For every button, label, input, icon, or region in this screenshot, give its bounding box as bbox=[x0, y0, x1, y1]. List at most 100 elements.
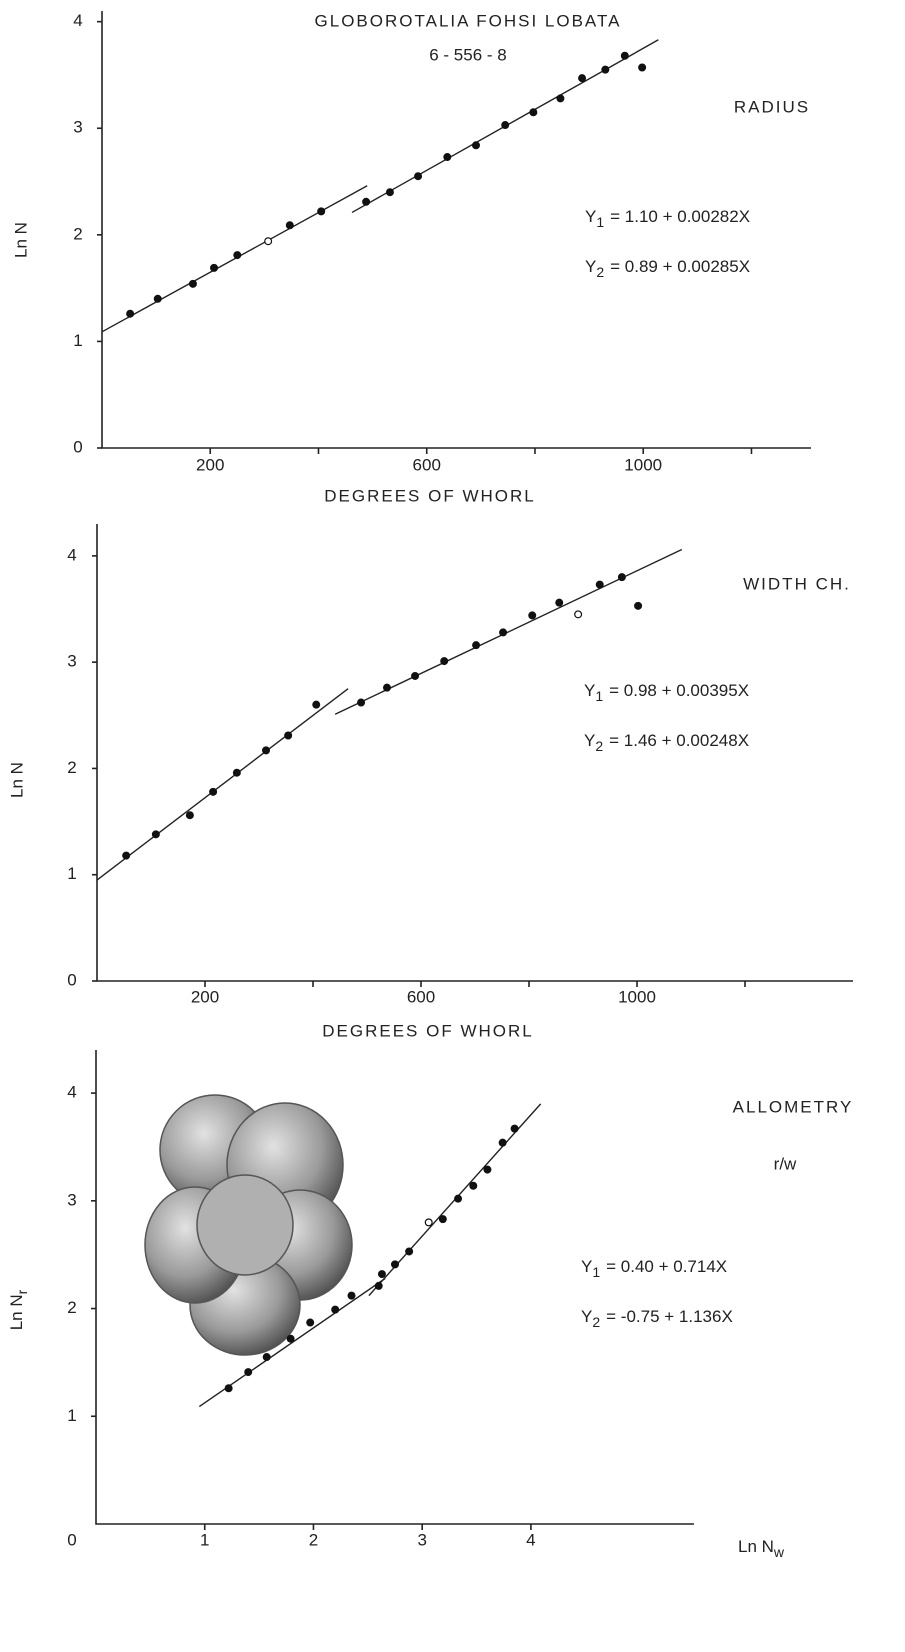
data-point bbox=[233, 251, 242, 260]
text-part: Y bbox=[584, 731, 595, 750]
x-tick-label: 2 bbox=[309, 1530, 318, 1549]
text-part: Ln N bbox=[738, 1537, 774, 1556]
text-part: Ln N bbox=[7, 1294, 26, 1330]
y-tick-label: 1 bbox=[67, 864, 76, 883]
y-tick-label: 0 bbox=[73, 437, 82, 456]
y-tick-label: 1 bbox=[73, 331, 82, 350]
panel-label: RADIUS bbox=[734, 97, 810, 116]
data-point bbox=[382, 683, 391, 692]
x-tick-label: 4 bbox=[526, 1530, 535, 1549]
data-point bbox=[499, 628, 508, 637]
data-point bbox=[574, 610, 583, 619]
data-point bbox=[262, 1353, 271, 1362]
equation: Y2 = 1.46 + 0.00248X bbox=[584, 731, 749, 753]
x-tick-label: 1000 bbox=[618, 987, 656, 1006]
data-point bbox=[209, 787, 218, 796]
data-point bbox=[438, 1215, 447, 1224]
data-point bbox=[122, 851, 131, 860]
data-point bbox=[555, 598, 564, 607]
x-tick-label: 1000 bbox=[624, 455, 662, 474]
data-point bbox=[285, 221, 294, 230]
data-point bbox=[391, 1260, 400, 1269]
subscript: 1 bbox=[592, 1264, 600, 1280]
fit-line bbox=[101, 185, 368, 333]
text-part: Y bbox=[585, 207, 596, 226]
subscript: 2 bbox=[592, 1314, 600, 1330]
data-point bbox=[634, 601, 643, 610]
data-point bbox=[151, 830, 160, 839]
data-point bbox=[224, 1384, 233, 1393]
data-point bbox=[405, 1247, 414, 1256]
text-part: = 0.89 + 0.00285X bbox=[610, 257, 750, 276]
y-axis-label: Ln N bbox=[7, 762, 26, 798]
y-tick-label: 3 bbox=[67, 1190, 76, 1209]
y-tick-label: 4 bbox=[73, 11, 82, 30]
data-point bbox=[264, 237, 273, 246]
y-tick-label: 1 bbox=[67, 1406, 76, 1425]
data-point bbox=[385, 188, 394, 197]
data-point bbox=[483, 1165, 492, 1174]
data-point bbox=[347, 1291, 356, 1300]
subscript: 2 bbox=[596, 264, 604, 280]
axes bbox=[101, 11, 811, 449]
text-part: = -0.75 + 1.136X bbox=[606, 1307, 733, 1326]
text-part: = 0.40 + 0.714X bbox=[606, 1257, 727, 1276]
data-point bbox=[331, 1305, 340, 1314]
x-tick-label: 600 bbox=[407, 987, 435, 1006]
panel-label: ALLOMETRY bbox=[733, 1097, 854, 1116]
fit-line bbox=[96, 688, 349, 881]
y-tick-label: 2 bbox=[73, 224, 82, 243]
data-point bbox=[469, 1181, 478, 1190]
subscript: w bbox=[773, 1544, 785, 1560]
y-tick-label: 2 bbox=[67, 758, 76, 777]
text-part: Y bbox=[581, 1257, 592, 1276]
data-point bbox=[556, 94, 565, 103]
equation: Y2 = -0.75 + 1.136X bbox=[581, 1307, 733, 1329]
data-point bbox=[472, 641, 481, 650]
subscript: 1 bbox=[595, 688, 603, 704]
y-tick-label: 0 bbox=[67, 970, 76, 989]
data-point bbox=[377, 1270, 386, 1279]
equation: Y1 = 0.98 + 0.00395X bbox=[584, 681, 749, 703]
data-point bbox=[498, 1138, 507, 1147]
data-point bbox=[510, 1124, 519, 1133]
data-point bbox=[443, 153, 452, 162]
text-part: = 0.98 + 0.00395X bbox=[609, 681, 749, 700]
x-tick-label: 3 bbox=[417, 1530, 426, 1549]
equation: Y1 = 1.10 + 0.00282X bbox=[585, 207, 750, 229]
text-part: Y bbox=[585, 257, 596, 276]
x-tick-label: 1 bbox=[200, 1530, 209, 1549]
y-tick-label: 4 bbox=[67, 1083, 76, 1102]
data-point bbox=[601, 65, 610, 74]
y-tick-label: 3 bbox=[67, 652, 76, 671]
data-point bbox=[411, 671, 420, 680]
equation: Y1 = 0.40 + 0.714X bbox=[581, 1257, 727, 1279]
data-point bbox=[620, 51, 629, 60]
data-point bbox=[357, 698, 366, 707]
subscript: 1 bbox=[596, 214, 604, 230]
data-point bbox=[617, 573, 626, 582]
chart-subtitle: r/w bbox=[774, 1154, 797, 1173]
data-point bbox=[153, 294, 162, 303]
x-tick-label: 200 bbox=[191, 987, 219, 1006]
data-point bbox=[185, 811, 194, 820]
y-tick-label: 2 bbox=[67, 1298, 76, 1317]
data-point bbox=[262, 746, 271, 755]
data-point bbox=[414, 172, 423, 181]
axes bbox=[96, 524, 853, 982]
data-point bbox=[529, 108, 538, 117]
y-tick-label: 4 bbox=[67, 545, 76, 564]
data-point bbox=[501, 121, 510, 130]
subscript: r bbox=[14, 1289, 30, 1294]
data-point bbox=[232, 768, 241, 777]
data-point bbox=[374, 1281, 383, 1290]
text-part: = 1.10 + 0.00282X bbox=[610, 207, 750, 226]
data-point bbox=[638, 63, 647, 72]
y-tick-label: 3 bbox=[73, 118, 82, 137]
x-tick-label: 600 bbox=[413, 455, 441, 474]
x-axis-label: DEGREES OF WHORL bbox=[322, 1021, 533, 1040]
text-part: Y bbox=[581, 1307, 592, 1326]
axes bbox=[95, 1050, 694, 1525]
data-point bbox=[424, 1218, 433, 1227]
